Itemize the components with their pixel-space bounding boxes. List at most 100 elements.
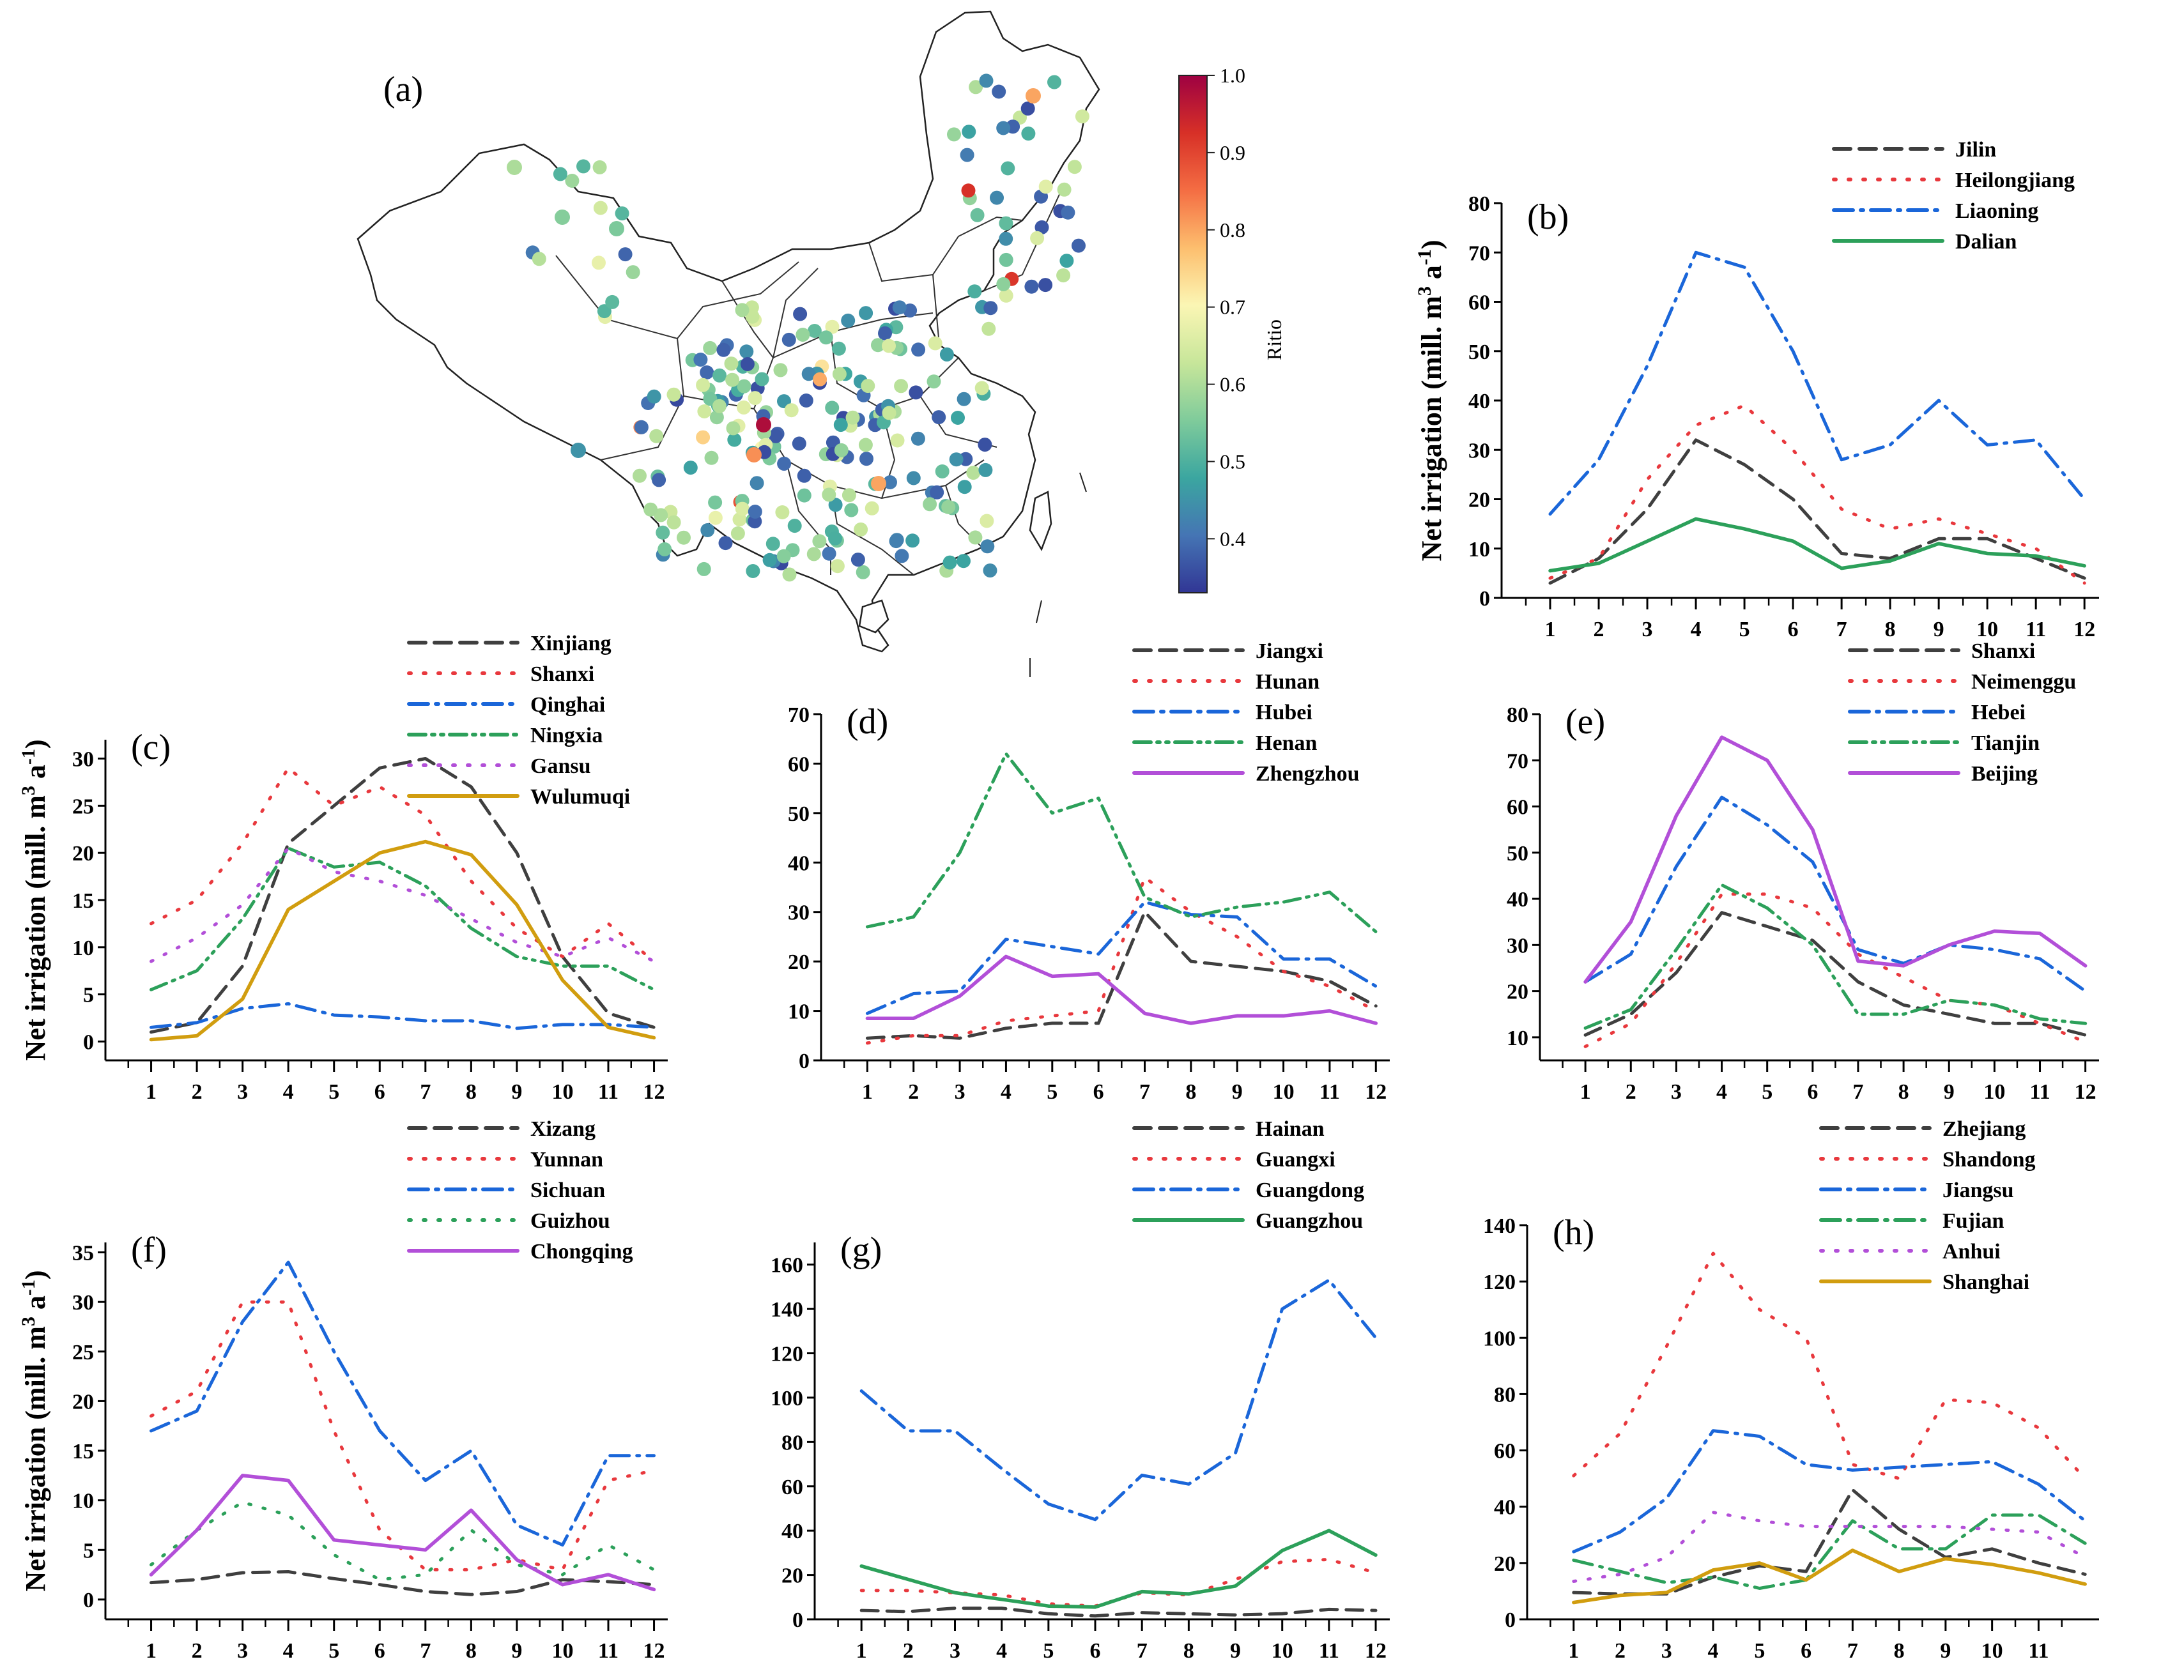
- x-tick-label: 12: [643, 1639, 665, 1663]
- series-line-jiangsu: [1572, 1429, 2087, 1554]
- station-dot: [927, 374, 941, 389]
- station-dot: [968, 530, 983, 545]
- south-sea-lines: [1029, 472, 1087, 677]
- station-dot: [740, 357, 755, 371]
- y-tick-label: 40: [788, 851, 810, 875]
- station-dot: [969, 80, 983, 95]
- station-dot: [696, 430, 711, 445]
- station-dot: [709, 410, 724, 425]
- y-axis-label: Net irrigation (mill. m3 a-1): [1414, 240, 1447, 561]
- station-dot: [951, 411, 965, 425]
- legend-label: Xinjiang: [530, 632, 611, 655]
- station-dot: [703, 340, 718, 355]
- x-tick-label: 7: [1847, 1639, 1858, 1663]
- y-tick-label: 10: [72, 1490, 94, 1513]
- station-dot: [553, 167, 567, 181]
- x-tick-label: 4: [283, 1080, 294, 1104]
- y-tick-label: 25: [72, 1341, 94, 1364]
- y-tick-label: 70: [1507, 749, 1528, 773]
- x-tick-label: 11: [1319, 1080, 1340, 1104]
- y-tick-label: 20: [1507, 981, 1528, 1004]
- station-dot: [1026, 88, 1041, 103]
- y-tick-label: 30: [72, 748, 94, 772]
- x-tick-label: 8: [1894, 1639, 1905, 1663]
- station-dot: [974, 381, 989, 395]
- x-tick-label: 5: [328, 1080, 339, 1104]
- series-line-henan: [865, 752, 1378, 934]
- station-dot: [787, 519, 802, 533]
- y-tick-label: 140: [771, 1298, 803, 1322]
- station-dot: [850, 553, 865, 567]
- station-dot: [894, 379, 909, 393]
- taiwan-outline: [1029, 491, 1052, 551]
- station-dot: [633, 468, 647, 483]
- station-dot: [854, 522, 868, 537]
- colorbar-ticks: 1.0 0.9 0.8 0.7 0.6 0.5 0.4: [1207, 64, 1245, 550]
- legend-label: Qinghai: [530, 693, 605, 717]
- station-dot: [947, 127, 961, 142]
- legend-label: Guangxi: [1256, 1148, 1335, 1172]
- legend-label: Henan: [1256, 731, 1317, 755]
- series-line-chongqing: [149, 1474, 656, 1592]
- series-line-hunan: [865, 876, 1378, 1045]
- station-dot: [1056, 268, 1071, 283]
- series-line-hainan: [859, 1607, 1378, 1618]
- colorbar-tick-label: 0.7: [1220, 296, 1245, 319]
- legend-label: Jiangsu: [1942, 1179, 2014, 1202]
- station-dot: [983, 563, 997, 578]
- y-tick-label: 120: [1483, 1271, 1516, 1294]
- x-tick-label: 6: [1093, 1080, 1104, 1104]
- station-dot: [999, 288, 1013, 303]
- legend-label: Anhui: [1942, 1240, 2001, 1264]
- x-tick-label: 3: [1661, 1639, 1672, 1663]
- station-dot: [697, 404, 712, 418]
- y-tick-label: 30: [1507, 934, 1528, 958]
- station-dot: [856, 565, 870, 579]
- y-tick-label: 100: [1483, 1327, 1516, 1350]
- station-dot: [999, 252, 1013, 267]
- series-line-jilin: [1548, 438, 2086, 585]
- station-dot: [999, 231, 1013, 246]
- station-dot: [978, 438, 992, 452]
- station-dot: [797, 468, 811, 483]
- station-dot: [828, 531, 842, 546]
- station-dot: [813, 372, 827, 386]
- station-dot: [726, 421, 741, 436]
- station-dot: [890, 433, 905, 448]
- x-tick-label: 2: [192, 1639, 203, 1663]
- colorbar-tick-label: 0.4: [1220, 527, 1245, 550]
- station-dot: [716, 342, 731, 357]
- series-line-shanghai: [1572, 1548, 2087, 1605]
- legend-label: Chongqing: [530, 1240, 633, 1264]
- x-tick-label: 1: [856, 1639, 867, 1663]
- station-dot: [1038, 278, 1053, 293]
- station-dot: [592, 256, 606, 270]
- x-tick-label: 6: [374, 1080, 385, 1104]
- station-dot: [883, 475, 897, 489]
- legend-label: Guangzhou: [1256, 1209, 1363, 1233]
- legend-label: Shanxi: [530, 662, 594, 686]
- station-dot: [555, 210, 570, 225]
- station-dot: [626, 265, 640, 280]
- station-dot: [748, 505, 762, 519]
- station-dot: [822, 487, 836, 502]
- x-tick-label: 7: [1139, 1080, 1150, 1104]
- y-tick-label: 0: [83, 1030, 94, 1054]
- station-dot: [647, 389, 661, 404]
- station-dot: [769, 429, 783, 443]
- x-tick-label: 8: [1885, 618, 1896, 641]
- station-dot: [739, 344, 754, 359]
- panel-label: (g): [840, 1230, 882, 1270]
- station-dot: [649, 429, 664, 443]
- station-dot: [737, 379, 751, 393]
- legend-label: Liaoning: [1955, 199, 2038, 223]
- x-tick-label: 4: [996, 1639, 1007, 1663]
- legend-label: Wulumuqi: [530, 785, 630, 809]
- legend-label: Ningxia: [530, 724, 603, 747]
- series-line-gansu: [150, 846, 656, 963]
- x-tick-label: 8: [466, 1080, 477, 1104]
